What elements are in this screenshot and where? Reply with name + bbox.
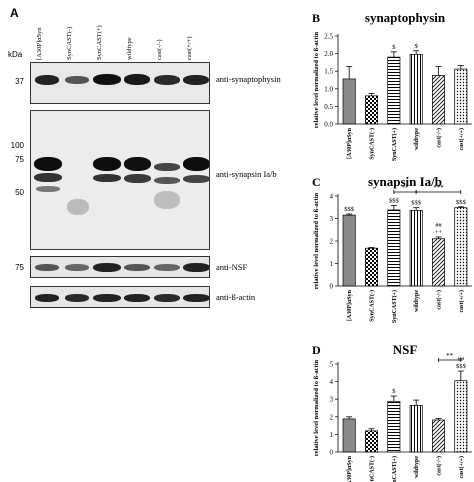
x-tick-label: SynCAST(+) bbox=[391, 290, 398, 323]
bracket-label: ** bbox=[402, 184, 410, 192]
chart-title: synapsin Ia/b bbox=[368, 174, 442, 189]
antibody-label-synapsin: anti-synapsin Ia/b bbox=[216, 169, 277, 179]
y-axis-label: relative level normalized to ß-actin bbox=[313, 359, 320, 456]
blot-synaptophysin bbox=[30, 62, 210, 104]
significance-label: ## bbox=[435, 222, 442, 229]
x-tick-label: SynCAST(+) bbox=[391, 456, 398, 482]
bar bbox=[454, 380, 468, 453]
y-tick-label: 1.5 bbox=[324, 68, 333, 76]
y-tick-label: 0.5 bbox=[324, 103, 333, 111]
blot-actin bbox=[30, 286, 210, 308]
bar bbox=[432, 75, 445, 125]
panel-a-letter: A bbox=[10, 6, 19, 20]
y-tick-label: 0 bbox=[330, 449, 334, 457]
panel-letter: B bbox=[312, 11, 320, 25]
x-tick-label: [A30P]αSyn bbox=[347, 127, 353, 159]
y-tick-label: 1.0 bbox=[324, 85, 333, 93]
bar bbox=[365, 95, 378, 125]
x-tick-label: SynCAST(+) bbox=[391, 128, 398, 161]
marker-37: 37 bbox=[15, 77, 24, 86]
x-tick-label: cast(-/-) bbox=[436, 128, 443, 148]
bar bbox=[387, 400, 401, 453]
blot-nsf bbox=[30, 256, 210, 278]
x-tick-label: cast(-/-) bbox=[436, 290, 443, 310]
y-tick-label: 2 bbox=[330, 238, 334, 246]
significance-label: $ bbox=[415, 43, 419, 50]
significance-label: ++ bbox=[435, 229, 443, 236]
marker-75-nsf: 75 bbox=[15, 263, 24, 272]
panel-letter: C bbox=[312, 175, 321, 189]
significance-label: $$$ bbox=[389, 197, 400, 204]
y-tick-label: 0.0 bbox=[324, 121, 333, 129]
bar bbox=[342, 214, 356, 287]
x-tick-label: cast(+/+) bbox=[458, 128, 465, 151]
x-tick-label: [A30P]αSyn bbox=[347, 289, 353, 321]
x-tick-label: SynCAST(-) bbox=[369, 456, 376, 482]
bar bbox=[409, 405, 423, 453]
chart-title: NSF bbox=[393, 342, 418, 357]
panel-letter: D bbox=[312, 343, 321, 357]
y-tick-label: 3 bbox=[330, 396, 334, 404]
x-tick-label: SynCAST(-) bbox=[369, 128, 376, 160]
bracket-label: *** bbox=[433, 184, 444, 192]
marker-100: 100 bbox=[10, 141, 24, 150]
bar bbox=[432, 419, 445, 453]
y-tick-label: 2.0 bbox=[324, 50, 333, 58]
bar bbox=[342, 78, 356, 125]
bar bbox=[342, 418, 356, 453]
x-tick-label: [A30P]αSyn bbox=[347, 455, 353, 482]
bar bbox=[454, 68, 468, 125]
significance-label: $$$ bbox=[456, 199, 467, 206]
marker-50: 50 bbox=[15, 188, 24, 197]
x-tick-label: wildtype bbox=[414, 128, 420, 150]
x-tick-label: SynCAST(-) bbox=[369, 290, 376, 322]
blot-synapsin bbox=[30, 110, 210, 250]
y-tick-label: 3 bbox=[330, 215, 334, 223]
bar bbox=[365, 430, 378, 453]
antibody-label-actin: anti-ß-actin bbox=[216, 292, 256, 302]
y-tick-label: 4 bbox=[330, 193, 334, 201]
bar bbox=[387, 56, 401, 125]
significance-label: $$$ bbox=[456, 363, 467, 370]
y-axis-label: relative level normalized to ß-actin bbox=[313, 192, 320, 289]
y-tick-label: 2.5 bbox=[324, 33, 333, 41]
x-tick-label: wildtype bbox=[414, 290, 420, 312]
significance-label: $ bbox=[392, 44, 396, 51]
bar bbox=[365, 247, 378, 287]
kda-label: kDa bbox=[8, 50, 23, 59]
bar bbox=[409, 210, 423, 287]
bar bbox=[409, 53, 423, 125]
antibody-label-nsf: anti-NSF bbox=[216, 262, 248, 272]
y-tick-label: 2 bbox=[330, 413, 334, 421]
antibody-label-synaptophysin: anti-synaptophysin bbox=[216, 74, 281, 84]
y-axis-label: relative level normalized to ß-actin bbox=[313, 31, 320, 128]
y-tick-label: 1 bbox=[330, 260, 334, 268]
bar bbox=[387, 209, 401, 287]
significance-label: $$$ bbox=[411, 200, 422, 207]
x-tick-label: wildtype bbox=[414, 456, 420, 478]
chart-title: synaptophysin bbox=[365, 10, 446, 25]
x-tick-label: cast(+/+) bbox=[458, 456, 465, 479]
x-tick-label: cast(-/-) bbox=[436, 456, 443, 476]
significance-label: $$$ bbox=[344, 206, 355, 213]
y-tick-label: 5 bbox=[330, 361, 334, 369]
y-tick-label: 4 bbox=[330, 378, 334, 386]
significance-label: $ bbox=[392, 388, 396, 395]
bar bbox=[432, 238, 445, 287]
bracket-label: ** bbox=[446, 352, 454, 360]
x-tick-label: cast(+/+) bbox=[458, 290, 465, 313]
marker-75: 75 bbox=[15, 155, 24, 164]
bar bbox=[454, 207, 468, 287]
y-tick-label: 0 bbox=[330, 283, 334, 291]
y-tick-label: 1 bbox=[330, 431, 334, 439]
